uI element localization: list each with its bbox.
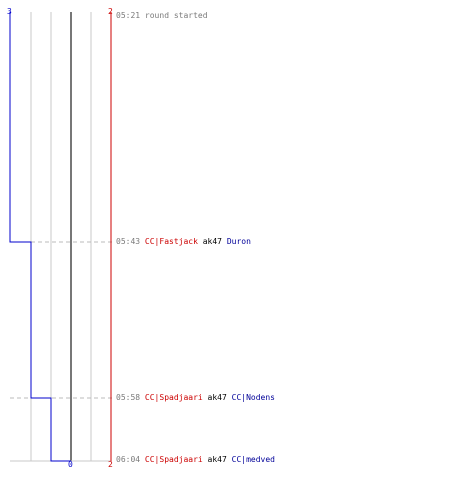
event-kill: 06:04 CC|Spadjaari ak47 CC|medved [116, 455, 275, 465]
event-text: round started [144, 11, 208, 20]
event-time: 05:21 [116, 11, 141, 20]
killer-name: CC|Spadjaari [144, 455, 203, 464]
weapon-name: ak47 [207, 455, 227, 464]
red-start-count: 2 [108, 7, 113, 16]
victim-name: Duron [226, 237, 251, 246]
killer-name: CC|Spadjaari [144, 393, 203, 402]
victim-name: CC|Nodens [231, 393, 275, 402]
killer-name: CC|Fastjack [144, 237, 198, 246]
event-time: 05:58 [116, 393, 141, 402]
weapon-name: ak47 [202, 237, 222, 246]
event-kill: 05:58 CC|Spadjaari ak47 CC|Nodens [116, 393, 275, 403]
weapon-name: ak47 [207, 393, 227, 402]
event-time: 05:43 [116, 237, 141, 246]
event-round-start: 05:21 round started [116, 11, 208, 21]
blue-end-count: 0 [68, 460, 73, 469]
blue-start-count: 3 [7, 7, 12, 16]
red-end-count: 2 [108, 460, 113, 469]
event-time: 06:04 [116, 455, 141, 464]
team-blue-line [9, 12, 71, 462]
victim-name: CC|medved [231, 455, 275, 464]
event-kill: 05:43 CC|Fastjack ak47 Duron [116, 237, 251, 247]
